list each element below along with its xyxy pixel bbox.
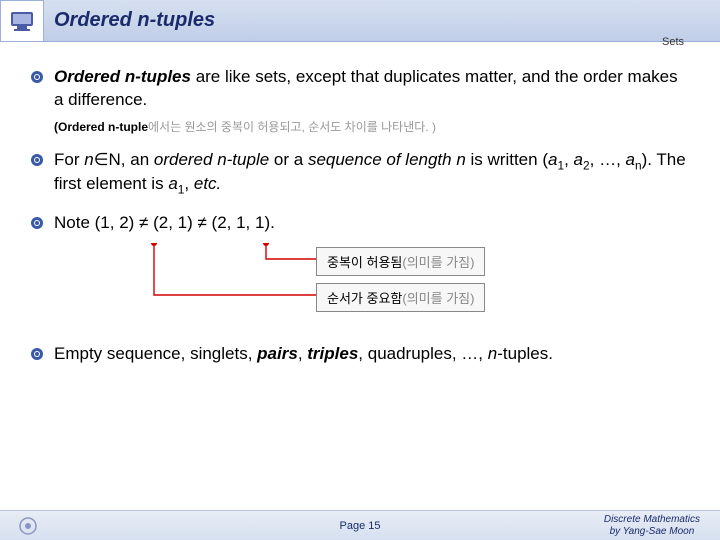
anno1-text: 중복이 허용됨 <box>327 255 402 270</box>
bullet-1-text: Ordered n-tuples are like sets, except t… <box>54 66 690 112</box>
bullet-4: Empty sequence, singlets, pairs, triples… <box>30 343 690 366</box>
bullet-icon <box>30 216 48 235</box>
bullet-3: Note (1, 2) ≠ (2, 1) ≠ (2, 1, 1). <box>30 212 690 235</box>
bullet-1: Ordered n-tuples are like sets, except t… <box>30 66 690 112</box>
header-logo-icon <box>7 6 37 36</box>
anno1-paren: (의미를 가짐) <box>402 255 474 270</box>
slide-footer: Page 15 Discrete Mathematics by Yang-Sae… <box>0 510 720 540</box>
section-label: Sets <box>662 36 684 48</box>
bullet-icon <box>30 153 48 172</box>
bullet-1-strong: Ordered n-tuples <box>54 67 191 86</box>
bullet-3-text: Note (1, 2) ≠ (2, 1) ≠ (2, 1, 1). <box>54 212 275 235</box>
subnote-kr: 에서는 원소의 중복이 허용되고, 순서도 차이를 나타낸다. ) <box>148 120 436 134</box>
slide-title: Ordered n-tuples <box>44 9 720 32</box>
bullet-4-text: Empty sequence, singlets, pairs, triples… <box>54 343 553 366</box>
footer-credit: Discrete Mathematics by Yang-Sae Moon <box>604 514 700 538</box>
bullet-icon <box>30 347 48 366</box>
bullet-2-text: For n∈N, an ordered n-tuple or a sequenc… <box>54 149 690 198</box>
subnote-lead: (Ordered n-tuple <box>54 120 148 134</box>
footer-credit-line2: by Yang-Sae Moon <box>604 526 700 538</box>
bullet-2: For n∈N, an ordered n-tuple or a sequenc… <box>30 149 690 198</box>
annotation-box-2: 순서가 중요함(의미를 가짐) <box>316 283 485 312</box>
content-area: Ordered n-tuples are like sets, except t… <box>0 42 720 366</box>
slide-header: Ordered n-tuples <box>0 0 720 42</box>
footer-credit-line1: Discrete Mathematics <box>604 514 700 526</box>
header-logo-box <box>0 0 44 42</box>
anno2-paren: (의미를 가짐) <box>402 291 474 306</box>
annotation-area: 중복이 허용됨(의미를 가짐) 순서가 중요함(의미를 가짐) <box>30 243 690 333</box>
bullet-1-subnote: (Ordered n-tuple에서는 원소의 중복이 허용되고, 순서도 차이… <box>54 118 690 135</box>
page-number: Page 15 <box>340 520 381 532</box>
annotation-box-1: 중복이 허용됨(의미를 가짐) <box>316 247 485 276</box>
footer-logo-icon <box>18 516 42 536</box>
bullet-icon <box>30 70 48 89</box>
anno2-text: 순서가 중요함 <box>327 291 402 306</box>
